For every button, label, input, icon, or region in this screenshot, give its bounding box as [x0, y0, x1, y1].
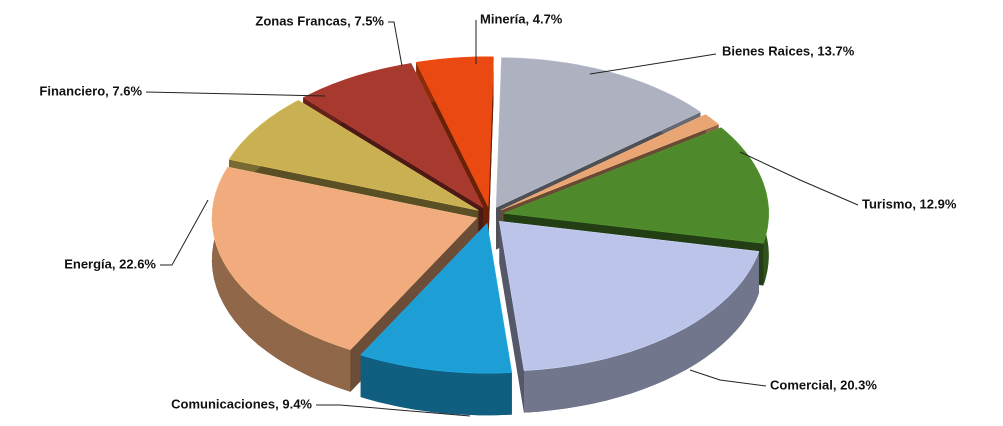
slice-label: Turismo, 12.9% — [862, 196, 957, 211]
leader-line — [388, 21, 403, 67]
slice-label: Financiero, 7.6% — [39, 83, 142, 98]
slice — [228, 100, 479, 211]
slice — [211, 166, 478, 351]
slice — [501, 114, 720, 211]
slice-label: Minería, 4.7% — [480, 11, 563, 26]
leader-line — [739, 151, 859, 206]
slice-label: Zonas Francas, 7.5% — [255, 13, 384, 28]
slice-label: Comercial, 20.3% — [770, 377, 877, 392]
leader-line — [589, 53, 717, 75]
slice — [495, 57, 702, 208]
slice-wall — [488, 56, 494, 249]
slice-label: Energía, 22.6% — [64, 256, 156, 271]
slice — [503, 127, 769, 244]
slice-rim — [524, 251, 759, 413]
slice — [415, 56, 494, 207]
slice-rim — [360, 355, 512, 416]
leader-line — [316, 404, 471, 417]
slice — [499, 220, 760, 371]
leader-line — [145, 91, 326, 97]
leader-line — [160, 199, 209, 266]
slice-label: Comunicaciones, 9.4% — [171, 396, 312, 411]
slice — [302, 63, 484, 209]
slice-wall — [499, 221, 524, 413]
slice-label: Bienes Raices, 13.7% — [722, 43, 855, 58]
leader-line — [689, 369, 767, 387]
slice — [360, 222, 513, 374]
